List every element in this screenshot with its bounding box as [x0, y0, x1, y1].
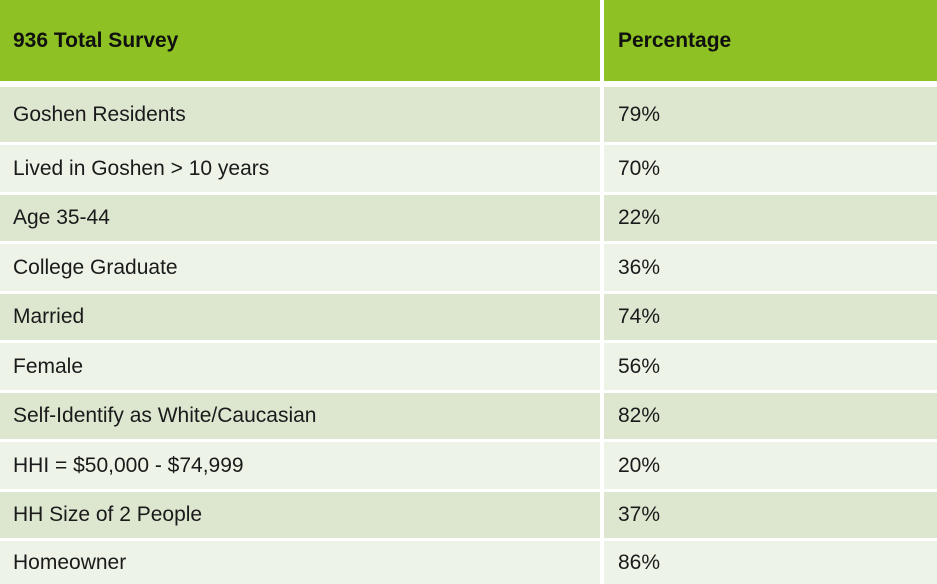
- row-value: 56%: [604, 343, 937, 390]
- row-value: 22%: [604, 195, 937, 241]
- table-row: Lived in Goshen > 10 years 70%: [0, 145, 937, 192]
- row-label: Goshen Residents: [0, 87, 600, 142]
- table-row: HHI = $50,000 - $74,999 20%: [0, 442, 937, 489]
- row-value: 70%: [604, 145, 937, 192]
- row-label: HH Size of 2 People: [0, 492, 600, 538]
- row-label: College Graduate: [0, 244, 600, 291]
- row-label: Female: [0, 343, 600, 390]
- table-row: Married 74%: [0, 294, 937, 340]
- table-row: Age 35-44 22%: [0, 195, 937, 241]
- row-value: 82%: [604, 393, 937, 439]
- row-label: Self-Identify as White/Caucasian: [0, 393, 600, 439]
- table-header-row: 936 Total Survey Percentage: [0, 0, 937, 81]
- row-value: 74%: [604, 294, 937, 340]
- table-row: College Graduate 36%: [0, 244, 937, 291]
- row-value: 36%: [604, 244, 937, 291]
- row-label: Age 35-44: [0, 195, 600, 241]
- table-row: Homeowner 86%: [0, 541, 937, 584]
- header-value-cell: Percentage: [604, 0, 937, 81]
- header-label-cell: 936 Total Survey: [0, 0, 600, 81]
- table-row: HH Size of 2 People 37%: [0, 492, 937, 538]
- table-row: Self-Identify as White/Caucasian 82%: [0, 393, 937, 439]
- table-row: Goshen Residents 79%: [0, 87, 937, 142]
- row-value: 37%: [604, 492, 937, 538]
- row-label: Married: [0, 294, 600, 340]
- table-row: Female 56%: [0, 343, 937, 390]
- row-value: 20%: [604, 442, 937, 489]
- row-label: Homeowner: [0, 541, 600, 584]
- row-value: 79%: [604, 87, 937, 142]
- row-label: Lived in Goshen > 10 years: [0, 145, 600, 192]
- row-value: 86%: [604, 541, 937, 584]
- row-label: HHI = $50,000 - $74,999: [0, 442, 600, 489]
